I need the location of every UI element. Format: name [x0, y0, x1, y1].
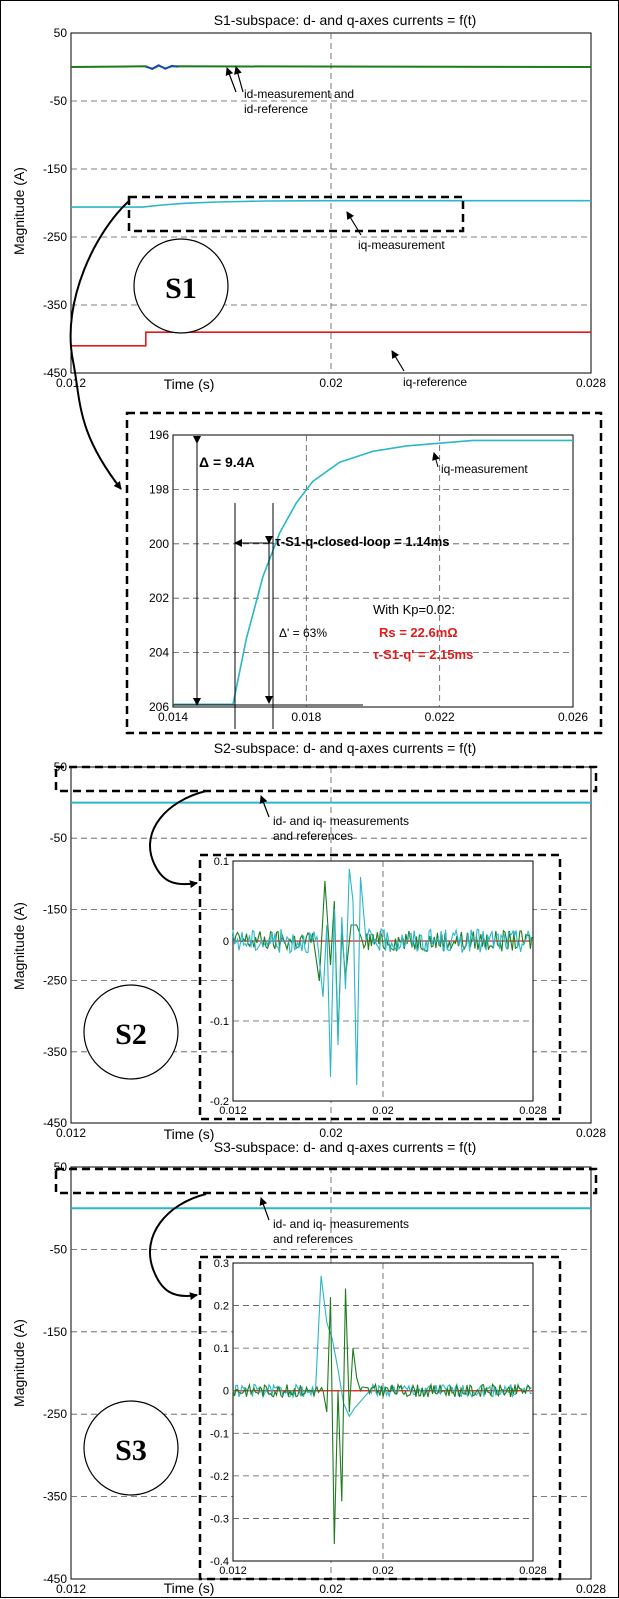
s1zoom-delta2: Δ' = 63% [279, 626, 327, 640]
s1-ytick-label: 50 [54, 26, 68, 40]
s1zoom-xtick-label: 0.014 [158, 710, 188, 724]
s3zoom-ytick-label: 0.2 [214, 1301, 229, 1313]
s1-ytick-label: -50 [50, 94, 68, 108]
s3-xtick-label: 0.028 [576, 1582, 606, 1596]
s3zoom-plot: 0.3 0.2 0.1 0 -0.1 -0.2 -0.3 -0.40.012 0.02 0.028 [210, 1258, 547, 1577]
s2-ytick-label: -150 [43, 902, 67, 916]
s1-annot-id-line2: id-reference [244, 102, 308, 116]
s1-ytick-label: -150 [43, 162, 67, 176]
s1zoom-xtick-label: 0.022 [425, 710, 455, 724]
s1-annot-iq-ref: iq-reference [403, 375, 467, 389]
s1zoom-ytick-label: 202 [149, 591, 169, 605]
s1zoom-ytick-label: 204 [149, 646, 169, 660]
s2-badge: S2 [115, 1018, 147, 1051]
s2zoom-ytick-label: 0.1 [214, 856, 229, 868]
s3-ylabel: Magnitude (A) [11, 1319, 27, 1407]
s2zoom-xtick-label: 0.02 [372, 1105, 393, 1117]
s1zoom-rs: Rs = 22.6mΩ [379, 625, 458, 640]
s2-annot-line2: and references [273, 829, 353, 843]
s1zoom-delta: Δ = 9.4A [199, 454, 255, 470]
s3-xlabel: Time (s) [164, 1580, 215, 1596]
s1-title: S1-subspace: d- and q-axes currents = f(… [214, 12, 477, 28]
s2zoom-plot: 0.1 0 -0.1 -0.20.012 0.02 0.028 [210, 856, 547, 1117]
s2-annot-line1: id- and iq- measurements [273, 814, 409, 828]
s1-badge: S1 [165, 272, 197, 305]
s1-annot-id-line1: id-measurement and [244, 87, 354, 101]
s2zoom-xtick-label: 0.028 [519, 1105, 547, 1117]
s3-title: S3-subspace: d- and q-axes currents = f(… [214, 1139, 477, 1155]
s3-annot-line2: and references [273, 1232, 353, 1246]
s2-ytick-label: -50 [50, 831, 68, 845]
s1-xlabel: Time (s) [164, 376, 215, 392]
s2-ytick-label: -350 [43, 1045, 67, 1059]
s2-title: S2-subspace: d- and q-axes currents = f(… [214, 740, 477, 756]
s3zoom-xtick-label: 0.012 [219, 1565, 247, 1577]
s3zoom-ytick-label: -0.1 [210, 1428, 229, 1440]
s1-xtick-label: 0.02 [319, 376, 343, 390]
s1-ytick-label: -350 [43, 298, 67, 312]
s1zoom-tau: τ-S1-q-closed-loop = 1.14ms [275, 534, 449, 549]
s1-xtick-label: 0.012 [56, 376, 86, 390]
s1zoom-iqm: iq-measurement [441, 462, 528, 476]
s1zoom-xtick-label: 0.018 [291, 710, 321, 724]
s3zoom-ytick-label: -0.2 [210, 1471, 229, 1483]
s1-ytick-label: -250 [43, 230, 67, 244]
s1zoom-ytick-label: 200 [149, 537, 169, 551]
s3zoom-ytick-label: 0.3 [214, 1258, 229, 1270]
s1zoom-ytick-label: 196 [149, 428, 169, 442]
s3zoom-xtick-label: 0.02 [372, 1565, 393, 1577]
s3-badge: S3 [115, 1434, 147, 1467]
s2-ylabel: Magnitude (A) [11, 902, 27, 990]
s3-ytick-label: -50 [50, 1242, 68, 1256]
s3zoom-ytick-label: 0.1 [214, 1343, 229, 1355]
s2zoom-xtick-label: 0.012 [219, 1105, 247, 1117]
s2-ytick-label: -250 [43, 974, 67, 988]
s1zoom-tauq: τ-S1-q' = 2.15ms [373, 647, 473, 662]
s3-annot-line1: id- and iq- measurements [273, 1217, 409, 1231]
s3-xtick-label: 0.02 [319, 1582, 343, 1596]
s1-xtick-label: 0.028 [576, 376, 606, 390]
s2-xtick-label: 0.012 [56, 1126, 86, 1140]
s1zoom-xtick-label: 0.026 [558, 710, 588, 724]
s2zoom-ytick-label: -0.1 [210, 1016, 229, 1028]
s2zoom-ytick-label: 0 [223, 936, 229, 948]
s3zoom-ytick-label: -0.3 [210, 1513, 229, 1525]
s1-ylabel: Magnitude (A) [11, 167, 27, 255]
s1-annot-iq-meas: iq-measurement [358, 238, 445, 252]
s2-xtick-label: 0.02 [319, 1126, 343, 1140]
s1zoom-ytick-label: 198 [149, 482, 169, 496]
s2-xlabel: Time (s) [164, 1126, 215, 1142]
s2-xtick-label: 0.028 [576, 1126, 606, 1140]
s3-ytick-label: -250 [43, 1407, 67, 1421]
s3-ytick-label: -350 [43, 1490, 67, 1504]
s1zoom-withkp: With Kp=0.02: [373, 602, 455, 617]
s3-ytick-label: -150 [43, 1325, 67, 1339]
s3zoom-xtick-label: 0.028 [519, 1565, 547, 1577]
s3-xtick-label: 0.012 [56, 1582, 86, 1596]
s3zoom-ytick-label: 0 [223, 1386, 229, 1398]
